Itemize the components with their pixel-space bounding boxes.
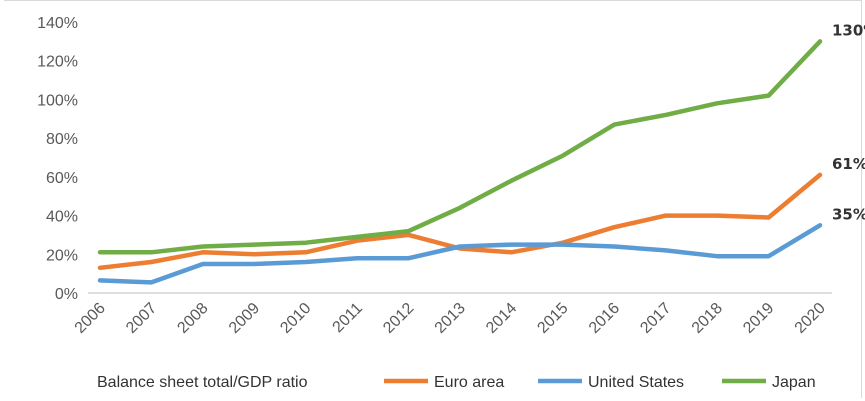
end-value-label: 61% bbox=[832, 155, 865, 173]
y-tick-label: 20% bbox=[46, 247, 78, 264]
end-value-label: 130% bbox=[832, 21, 865, 39]
x-tick-label: 2015 bbox=[534, 300, 571, 337]
x-tick-label: 2017 bbox=[637, 300, 674, 337]
x-tick-label: 2011 bbox=[330, 300, 366, 336]
x-axis: 2006 2007 2008 2009 2010 2011 2012 2013 2014 2015… bbox=[72, 300, 829, 337]
x-tick-label: 2020 bbox=[792, 300, 829, 337]
legend-entry-label: Euro area bbox=[434, 374, 504, 391]
x-tick-label: 2006 bbox=[72, 300, 109, 337]
y-tick-label: 0% bbox=[55, 286, 78, 303]
y-tick-label: 100% bbox=[37, 92, 78, 109]
x-tick-label: 2012 bbox=[380, 300, 417, 337]
y-tick-label: 120% bbox=[37, 54, 78, 71]
end-labels: 61% 35% 130% bbox=[832, 21, 865, 223]
legend-entry-label: Japan bbox=[772, 374, 816, 391]
y-axis: 0% 20% 40% 60% 80% 100% 120% 140% bbox=[37, 15, 78, 303]
x-tick-label: 2016 bbox=[586, 300, 623, 337]
x-tick-label: 2019 bbox=[740, 300, 777, 337]
y-tick-label: 140% bbox=[37, 15, 78, 32]
end-value-label: 35% bbox=[832, 205, 865, 223]
x-tick-label: 2018 bbox=[689, 300, 726, 337]
y-tick-label: 60% bbox=[46, 170, 78, 187]
x-tick-label: 2007 bbox=[123, 300, 160, 337]
x-tick-label: 2008 bbox=[174, 300, 211, 337]
x-tick-label: 2014 bbox=[483, 300, 520, 337]
series-line-japan bbox=[97, 39, 823, 255]
chart-frame bbox=[4, 0, 862, 398]
series-line-united-states bbox=[97, 223, 823, 285]
legend-prefix: Balance sheet total/GDP ratio bbox=[97, 374, 308, 391]
legend-entry-label: United States bbox=[588, 374, 684, 391]
x-tick-label: 2013 bbox=[432, 300, 469, 337]
y-tick-label: 40% bbox=[46, 209, 78, 226]
legend: Balance sheet total/GDP ratio Euro area Un… bbox=[97, 374, 816, 391]
x-tick-label: 2009 bbox=[226, 300, 263, 337]
x-tick-label: 2010 bbox=[277, 300, 314, 337]
series-lines bbox=[97, 39, 823, 285]
y-tick-label: 80% bbox=[46, 131, 78, 148]
